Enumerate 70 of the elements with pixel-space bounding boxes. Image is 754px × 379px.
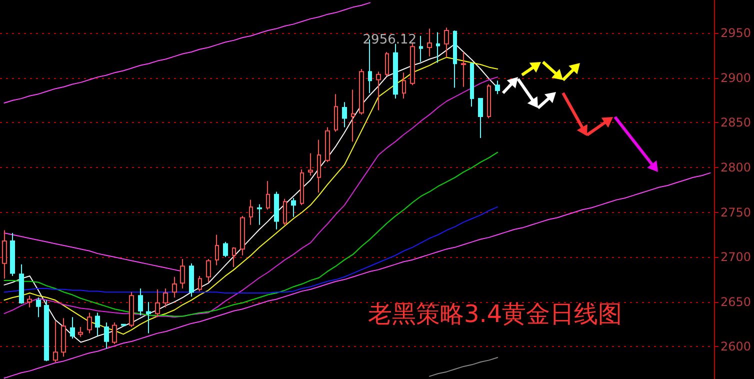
candlestick bbox=[10, 232, 15, 276]
candlestick bbox=[215, 234, 219, 266]
candlestick bbox=[402, 72, 406, 100]
candlestick bbox=[95, 312, 100, 336]
candlestick bbox=[487, 84, 491, 119]
candlestick bbox=[376, 71, 381, 111]
candlestick bbox=[146, 301, 151, 334]
candlestick bbox=[78, 326, 83, 338]
y-tick-label: 2850 bbox=[720, 116, 752, 130]
candlestick bbox=[2, 230, 7, 280]
candlestick bbox=[308, 152, 313, 176]
candlestick bbox=[444, 27, 449, 58]
candlestick bbox=[155, 288, 160, 318]
candlestick bbox=[317, 139, 321, 194]
candlestick bbox=[410, 42, 415, 86]
candlestick bbox=[180, 258, 185, 290]
candlestick bbox=[291, 198, 296, 218]
candlestick bbox=[300, 168, 304, 206]
candlestick bbox=[138, 288, 143, 316]
candlestick bbox=[198, 275, 202, 292]
candlestick bbox=[342, 102, 347, 128]
candlestick bbox=[223, 241, 228, 258]
line-series bbox=[429, 356, 498, 377]
candlestick bbox=[470, 62, 474, 108]
candlestick bbox=[163, 288, 168, 308]
candlestick bbox=[461, 51, 466, 88]
y-tick-label: 2600 bbox=[720, 340, 752, 354]
candlestick bbox=[453, 30, 457, 88]
y-tick-label: 2700 bbox=[720, 250, 752, 264]
candlestick bbox=[495, 80, 500, 95]
candlestick bbox=[53, 320, 58, 362]
candlestick bbox=[393, 43, 398, 100]
candlestick bbox=[36, 296, 41, 318]
candlestick bbox=[61, 318, 66, 358]
candlestick bbox=[266, 180, 270, 210]
y-tick-label: 2800 bbox=[720, 160, 752, 175]
candlestick bbox=[359, 68, 364, 116]
candlestick bbox=[257, 204, 262, 226]
y-tick-label: 2750 bbox=[720, 205, 752, 220]
candlestick bbox=[240, 215, 245, 256]
candlestick bbox=[419, 35, 423, 62]
y-tick-label: 2650 bbox=[720, 294, 752, 309]
candlestick bbox=[70, 316, 75, 340]
candlestick bbox=[334, 94, 338, 132]
candlestick bbox=[274, 191, 279, 230]
candlestick bbox=[87, 312, 92, 334]
candlestick bbox=[325, 126, 330, 163]
candlestick bbox=[206, 258, 211, 283]
candlestick bbox=[232, 246, 236, 268]
candlestick bbox=[351, 89, 355, 142]
candlestick bbox=[27, 295, 32, 308]
candlestick bbox=[436, 32, 440, 64]
y-tick-label: 2950 bbox=[720, 26, 752, 40]
y-tick-label: 2900 bbox=[720, 70, 752, 85]
candlestick bbox=[385, 51, 389, 77]
candlestick bbox=[283, 198, 287, 226]
line-series bbox=[4, 206, 498, 294]
annotation: 老黑策略3.4黄金日线图 bbox=[368, 300, 622, 328]
candlestick bbox=[19, 264, 24, 304]
candlestick bbox=[112, 322, 117, 345]
candlestick bbox=[104, 322, 109, 350]
candlestick bbox=[129, 292, 134, 328]
candlestick bbox=[249, 199, 253, 226]
candlestick bbox=[189, 262, 194, 298]
candlestick bbox=[478, 98, 483, 138]
candlestick bbox=[427, 28, 432, 57]
candlestick bbox=[172, 276, 177, 298]
candlestick bbox=[44, 300, 49, 362]
line-series bbox=[4, 172, 711, 379]
annotation: 2956.12 bbox=[362, 32, 417, 48]
